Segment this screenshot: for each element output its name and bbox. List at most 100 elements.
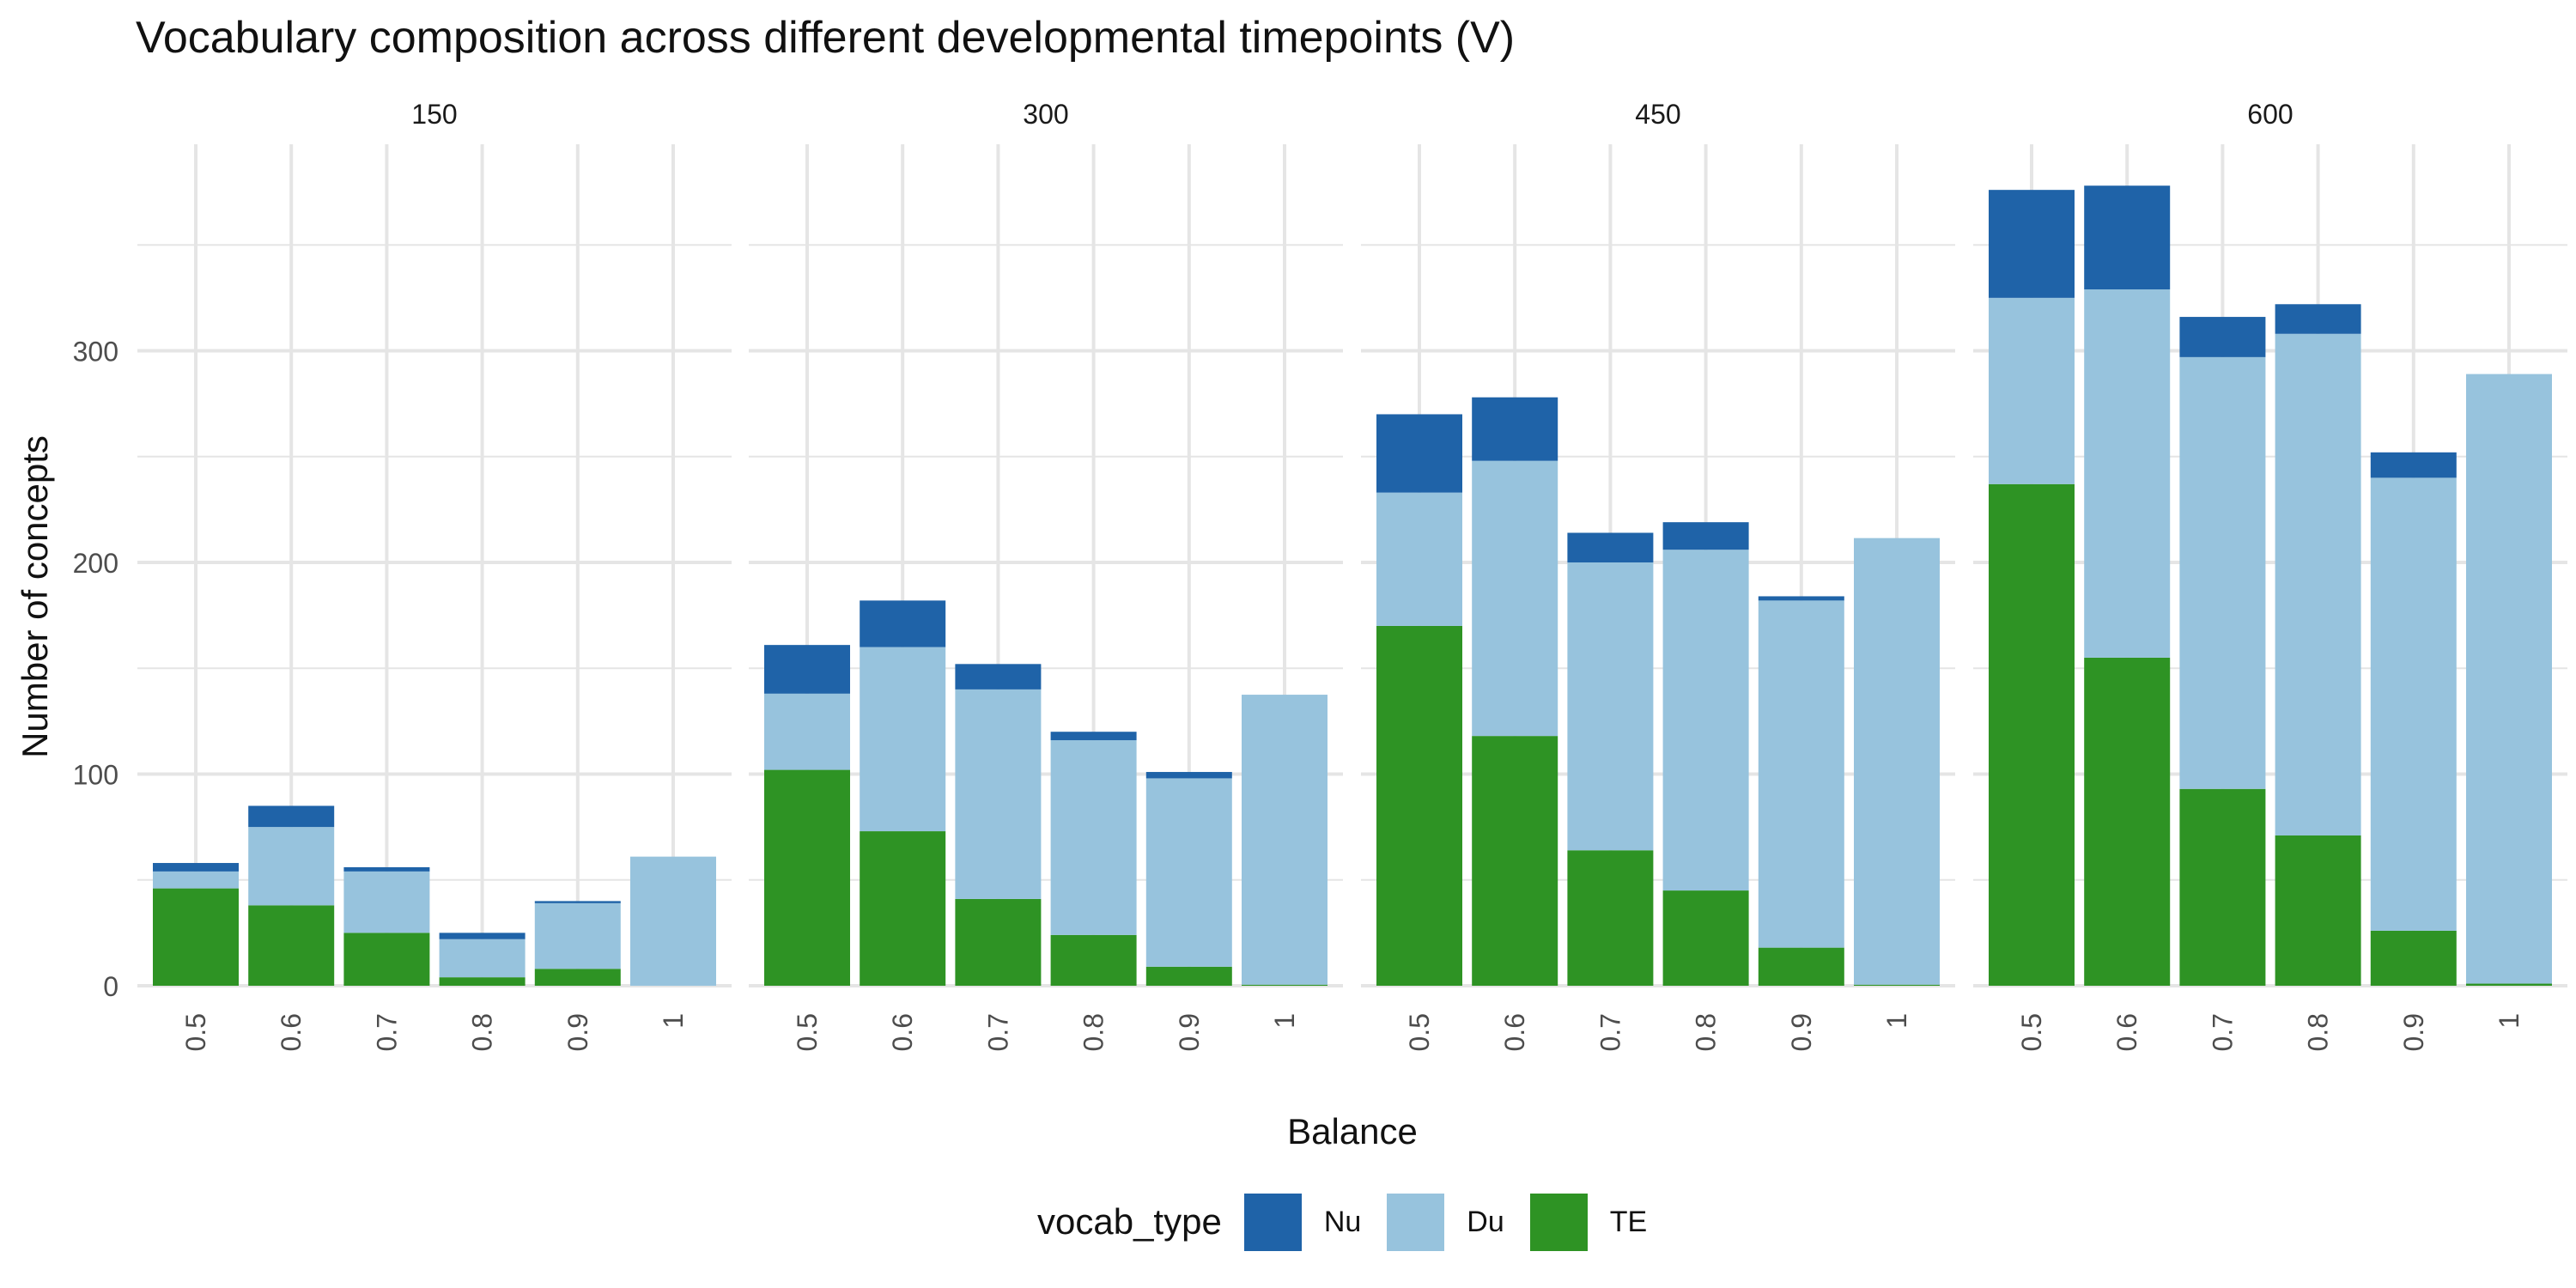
- bar-150-0.9-du: [534, 902, 621, 969]
- legend-item-du: Du: [1387, 1193, 1504, 1251]
- bar-600-0.6-nu: [2084, 185, 2171, 290]
- bar-150-0.5-nu: [153, 863, 239, 872]
- bar-150-0.7-te: [343, 933, 430, 986]
- x-tick-label: 0.8: [2303, 1013, 2334, 1051]
- bar-150-0.6-nu: [248, 805, 335, 828]
- bar-300-0.9-du: [1145, 778, 1232, 967]
- bar-600-0.8-du: [2275, 333, 2361, 835]
- bar-300-0.5-du: [764, 693, 850, 770]
- bar-600-0.5-nu: [1989, 190, 2075, 298]
- bar-300-0.8-te: [1050, 934, 1137, 986]
- bar-150-0.8-nu: [439, 933, 526, 939]
- bar-600-0.5-te: [1989, 483, 2075, 986]
- x-tick-label: 0.7: [371, 1013, 402, 1051]
- bar-150-0.9-nu: [534, 901, 621, 903]
- x-tick-label: 0.8: [1691, 1013, 1722, 1051]
- bar-450-0.5-nu: [1376, 414, 1462, 493]
- bar-300-0.7-du: [955, 689, 1042, 899]
- bar-600-0.7-nu: [2179, 317, 2266, 357]
- panel-label-150: 150: [411, 99, 457, 130]
- x-tick-label: 0.6: [887, 1013, 918, 1051]
- bar-600-0.6-du: [2084, 289, 2171, 658]
- y-axis-title: Number of concepts: [15, 435, 55, 758]
- y-tick-label: 100: [73, 760, 118, 791]
- x-tick-label: 1: [1269, 1013, 1300, 1029]
- bar-600-0.7-te: [2179, 788, 2266, 986]
- bar-450-0.6-te: [1472, 736, 1558, 986]
- y-tick-label: 200: [73, 548, 118, 579]
- bar-150-1-du: [630, 856, 716, 986]
- y-tick-label: 300: [73, 337, 118, 368]
- panel-label-450: 450: [1635, 99, 1680, 130]
- bar-150-0.9-te: [534, 969, 621, 986]
- bar-300-0.6-te: [860, 831, 946, 986]
- bar-450-0.7-te: [1567, 850, 1654, 986]
- bar-450-0.5-te: [1376, 625, 1462, 986]
- y-tick-label: 0: [103, 971, 118, 1002]
- bar-300-0.6-nu: [860, 600, 946, 647]
- x-tick-label: 1: [1881, 1013, 1912, 1029]
- bar-600-0.9-nu: [2370, 452, 2457, 478]
- bar-450-0.9-te: [1758, 947, 1844, 986]
- legend-item-nu: Nu: [1243, 1193, 1362, 1251]
- bar-600-0.8-te: [2275, 835, 2361, 986]
- panel-label-600: 600: [2247, 99, 2293, 130]
- x-tick-label: 0.7: [2207, 1013, 2238, 1051]
- x-tick-label: 0.9: [1174, 1013, 1205, 1051]
- x-tick-label: 0.6: [276, 1013, 307, 1051]
- bar-450-1-te: [1854, 984, 1940, 986]
- x-tick-label: 0.6: [2111, 1013, 2142, 1051]
- x-tick-label: 0.7: [1595, 1013, 1625, 1051]
- x-tick-label: 0.5: [2016, 1013, 2047, 1051]
- bar-300-0.6-du: [860, 647, 946, 832]
- bar-150-0.7-du: [343, 871, 430, 933]
- bar-600-1-du: [2466, 374, 2552, 984]
- legend-title: vocab_type: [1037, 1201, 1222, 1242]
- x-tick-label: 0.8: [1078, 1013, 1109, 1051]
- bar-300-0.5-nu: [764, 645, 850, 694]
- bar-300-0.8-nu: [1050, 732, 1137, 741]
- x-tick-label: 0.5: [1404, 1013, 1435, 1051]
- x-tick-label: 0.9: [562, 1013, 593, 1051]
- bar-150-0.5-te: [153, 888, 239, 986]
- bar-450-0.8-te: [1662, 890, 1749, 986]
- bar-450-0.9-du: [1758, 600, 1844, 948]
- x-tick-label: 0.5: [792, 1013, 823, 1051]
- bar-300-0.7-te: [955, 898, 1042, 986]
- bar-300-0.9-te: [1145, 966, 1232, 986]
- legend-swatch-du: [1387, 1193, 1445, 1251]
- chart-title: Vocabulary composition across different …: [136, 13, 1516, 63]
- bar-450-0.9-nu: [1758, 596, 1844, 601]
- bar-450-0.6-nu: [1472, 397, 1558, 461]
- bar-150-0.8-du: [439, 939, 526, 978]
- legend-swatch-te: [1529, 1193, 1588, 1251]
- bar-450-0.8-nu: [1662, 522, 1749, 550]
- bar-300-0.9-nu: [1145, 772, 1232, 779]
- bar-300-0.7-nu: [955, 664, 1042, 690]
- panel-label-300: 300: [1023, 99, 1068, 130]
- bar-450-0.7-nu: [1567, 532, 1654, 562]
- bar-450-0.6-du: [1472, 460, 1558, 737]
- legend-label-te: TE: [1609, 1205, 1648, 1238]
- legend-label-nu: Nu: [1323, 1205, 1362, 1238]
- x-tick-label: 0.5: [180, 1013, 211, 1051]
- legend-swatch-nu: [1243, 1193, 1302, 1251]
- bar-450-0.5-du: [1376, 492, 1462, 626]
- x-tick-label: 0.7: [982, 1013, 1013, 1051]
- x-axis-title: Balance: [1287, 1111, 1418, 1151]
- x-tick-label: 1: [658, 1013, 689, 1029]
- bar-150-0.7-nu: [343, 866, 430, 872]
- bar-600-0.9-te: [2370, 930, 2457, 986]
- x-tick-label: 0.9: [1786, 1013, 1817, 1051]
- bar-450-0.8-du: [1662, 550, 1749, 891]
- bar-450-0.7-du: [1567, 562, 1654, 851]
- legend: vocab_type Nu Du TE: [1037, 1192, 1673, 1252]
- bar-600-0.6-te: [2084, 657, 2171, 986]
- bar-150-0.8-te: [439, 977, 526, 986]
- bar-600-0.7-du: [2179, 356, 2266, 789]
- bar-450-1-du: [1854, 538, 1940, 985]
- bar-150-0.6-te: [248, 905, 335, 986]
- x-tick-label: 0.9: [2398, 1013, 2429, 1051]
- bar-150-0.5-du: [153, 871, 239, 889]
